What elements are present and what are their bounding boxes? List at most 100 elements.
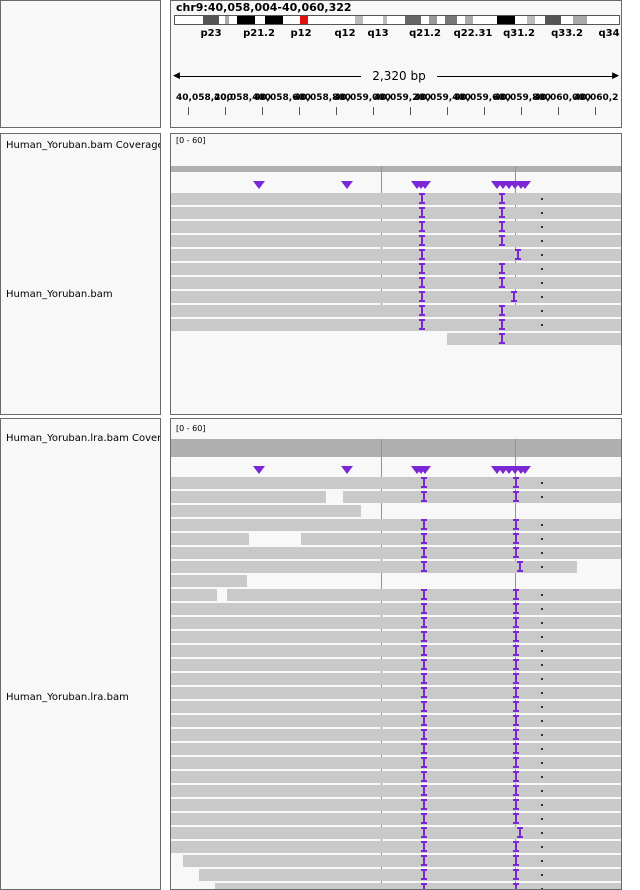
insertion-mark bbox=[513, 673, 519, 684]
insertion-mark bbox=[421, 547, 427, 558]
read bbox=[171, 827, 621, 839]
coverage-track-label[interactable]: Human_Yoruban.bam Coverage bbox=[6, 140, 161, 151]
insertion-mark bbox=[513, 743, 519, 754]
read bbox=[171, 477, 621, 489]
mismatch-mark bbox=[541, 254, 543, 256]
insertion-marker bbox=[419, 466, 431, 474]
insertion-mark bbox=[517, 561, 523, 572]
insertion-mark bbox=[421, 589, 427, 600]
read bbox=[171, 757, 621, 769]
tick-label: 40,058,200 bbox=[176, 93, 233, 103]
read bbox=[171, 701, 621, 713]
mismatch-mark bbox=[541, 566, 543, 568]
read bbox=[171, 235, 621, 247]
insertion-mark bbox=[499, 277, 505, 288]
mismatch-mark bbox=[541, 636, 543, 638]
insertion-marker bbox=[341, 181, 353, 189]
insertion-mark bbox=[513, 841, 519, 852]
read bbox=[171, 841, 621, 853]
insertion-mark bbox=[421, 659, 427, 670]
read bbox=[171, 687, 621, 699]
insertion-mark bbox=[421, 757, 427, 768]
read bbox=[171, 291, 621, 303]
tick-label: 40,059,400 bbox=[414, 93, 471, 103]
read bbox=[171, 729, 621, 741]
mismatch-mark bbox=[541, 748, 543, 750]
insertion-mark bbox=[513, 687, 519, 698]
insertion-marker bbox=[519, 181, 531, 189]
mismatch-mark bbox=[541, 776, 543, 778]
span-label: 2,320 bp bbox=[361, 69, 437, 83]
insertion-mark bbox=[513, 533, 519, 544]
read bbox=[171, 305, 621, 317]
insertion-mark bbox=[419, 207, 425, 218]
arrow-right-icon: ▶ bbox=[612, 71, 619, 81]
insertion-marker bbox=[341, 466, 353, 474]
insertion-mark bbox=[499, 305, 505, 316]
insertion-mark bbox=[421, 813, 427, 824]
ruler-tick bbox=[299, 107, 300, 115]
coverage-range: [0 - 60] bbox=[176, 424, 206, 433]
insertion-mark bbox=[513, 813, 519, 824]
read bbox=[171, 263, 621, 275]
insertion-mark bbox=[419, 291, 425, 302]
alignment-track-label[interactable]: Human_Yoruban.bam bbox=[6, 289, 113, 300]
insertion-mark bbox=[421, 715, 427, 726]
read bbox=[171, 617, 621, 629]
read bbox=[171, 193, 621, 205]
mismatch-mark bbox=[541, 324, 543, 326]
read bbox=[171, 533, 249, 545]
band-label: q13 bbox=[367, 28, 389, 39]
read bbox=[171, 631, 621, 643]
mismatch-mark bbox=[541, 692, 543, 694]
insertion-mark bbox=[499, 221, 505, 232]
mismatch-mark bbox=[541, 650, 543, 652]
insertion-mark bbox=[421, 841, 427, 852]
insertion-marker bbox=[253, 181, 265, 189]
read bbox=[171, 771, 621, 783]
coverage-bar[interactable] bbox=[171, 439, 621, 457]
ruler-tick bbox=[410, 107, 411, 115]
insertion-mark bbox=[419, 277, 425, 288]
mismatch-mark bbox=[541, 524, 543, 526]
coverage-bar[interactable] bbox=[171, 166, 621, 172]
insertion-mark bbox=[499, 235, 505, 246]
alignment-track-label[interactable]: Human_Yoruban.lra.bam bbox=[6, 692, 129, 703]
header-panel: chr9:40,058,004-40,060,322 p23 p21.2 p12… bbox=[170, 0, 622, 128]
mismatch-mark bbox=[541, 282, 543, 284]
band-label: p21.2 bbox=[243, 28, 275, 39]
mismatch-mark bbox=[541, 538, 543, 540]
insertion-mark bbox=[421, 785, 427, 796]
mismatch-mark bbox=[541, 198, 543, 200]
insertion-mark bbox=[513, 771, 519, 782]
insertion-mark bbox=[513, 729, 519, 740]
header-name-panel bbox=[0, 0, 161, 128]
ruler-tick bbox=[521, 107, 522, 115]
coverage-track-label[interactable]: Human_Yoruban.lra.bam Coverage bbox=[6, 433, 161, 444]
insertion-mark bbox=[421, 617, 427, 628]
tick-label: 40,059,200 bbox=[374, 93, 431, 103]
insertion-mark bbox=[421, 477, 427, 488]
mismatch-mark bbox=[541, 678, 543, 680]
mismatch-mark bbox=[541, 846, 543, 848]
tick-label: 40,060,200 bbox=[574, 93, 618, 103]
insertion-mark bbox=[419, 305, 425, 316]
insertion-mark bbox=[513, 659, 519, 670]
tick-label: 40,060,000 bbox=[534, 93, 591, 103]
band-label: q22.31 bbox=[453, 28, 493, 39]
mismatch-mark bbox=[541, 762, 543, 764]
insertion-mark bbox=[421, 771, 427, 782]
mismatch-mark bbox=[541, 296, 543, 298]
tick-label: 40,059,800 bbox=[494, 93, 551, 103]
insertion-mark bbox=[421, 519, 427, 530]
insertion-mark bbox=[419, 193, 425, 204]
insertion-mark bbox=[421, 883, 427, 889]
read bbox=[199, 869, 621, 881]
mismatch-mark bbox=[541, 860, 543, 862]
insertion-mark bbox=[419, 319, 425, 330]
mismatch-mark bbox=[541, 226, 543, 228]
insertion-mark bbox=[419, 263, 425, 274]
read bbox=[171, 799, 621, 811]
chromosome-ideogram[interactable] bbox=[174, 15, 620, 25]
insertion-mark bbox=[421, 799, 427, 810]
